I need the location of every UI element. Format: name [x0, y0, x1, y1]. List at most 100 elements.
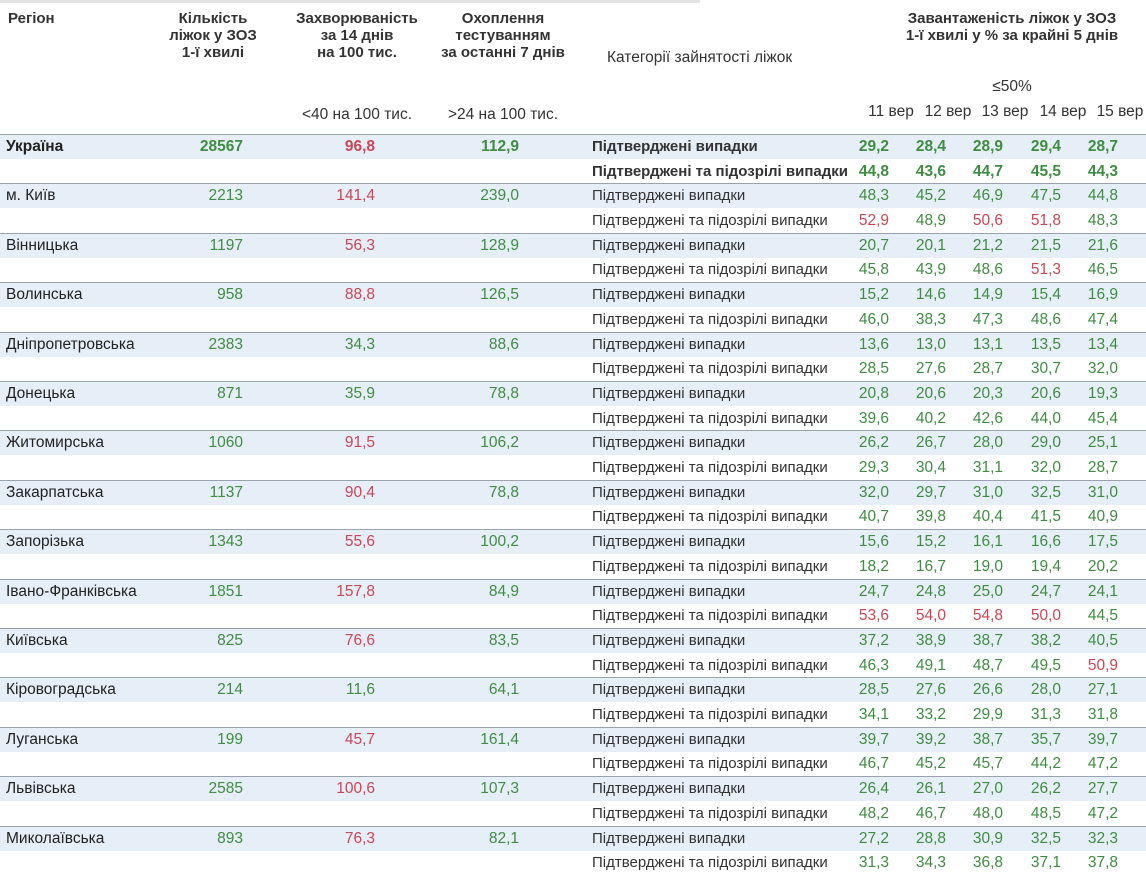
- occupancy-value: 48,3: [1087, 211, 1118, 229]
- incidence-value: 35,9: [344, 385, 375, 402]
- occupancy-value: 36,8: [972, 854, 1003, 872]
- occupancy-value: 33,2: [915, 705, 946, 723]
- row-separator: [0, 183, 1146, 185]
- occupancy-value: 40,2: [915, 409, 946, 427]
- beds-value: 2383: [208, 335, 243, 353]
- category-label: Підтверджені та підозрілі випадки: [592, 310, 828, 328]
- occupancy-value: 26,2: [858, 434, 889, 452]
- region-name: Донецька: [6, 385, 76, 402]
- row-separator: [0, 578, 1146, 580]
- category-label: Підтверджені та підозрілі випадки: [592, 607, 828, 625]
- occupancy-value: 31,1: [972, 458, 1003, 476]
- beds-value: 871: [217, 385, 243, 402]
- testing-value: 112,9: [481, 138, 519, 155]
- occupancy-value: 21,2: [972, 236, 1003, 254]
- occupancy-value: 47,5: [1030, 187, 1061, 205]
- occupancy-value: 38,2: [1030, 632, 1061, 649]
- occupancy-value: 25,0: [972, 582, 1003, 600]
- occupancy-value: 28,5: [858, 360, 889, 378]
- occupancy-value: 14,6: [915, 286, 946, 304]
- category-label: Підтверджені випадки: [592, 681, 746, 699]
- occupancy-value: 26,7: [915, 434, 946, 452]
- occupancy-value: 48,0: [972, 804, 1003, 822]
- header-testing: Охоплення: [461, 10, 545, 27]
- occupancy-value: 46,7: [915, 804, 946, 822]
- occupancy-value: 20,7: [858, 236, 889, 254]
- occupancy-value: 34,3: [915, 854, 946, 872]
- incidence-value: 88,8: [344, 286, 375, 304]
- top-rule: [0, 0, 700, 3]
- incidence-value: 34,3: [344, 335, 375, 353]
- day-label: 13 вер: [981, 103, 1029, 120]
- region-name: Волинська: [6, 286, 83, 304]
- occupancy-value: 31,3: [858, 854, 889, 872]
- category-label: Підтверджені випадки: [592, 187, 746, 205]
- occupancy-value: 47,4: [1087, 310, 1118, 328]
- occupancy-value: 44,2: [1030, 755, 1061, 773]
- occupancy-value: 30,7: [1030, 360, 1061, 378]
- row-separator: [0, 282, 1146, 284]
- testing-value: 128,9: [480, 236, 519, 254]
- testing-value: 88,6: [488, 335, 519, 353]
- occupancy-value: 28,7: [1087, 458, 1118, 476]
- occupancy-value: 15,4: [1030, 286, 1061, 304]
- category-label: Підтверджені випадки: [592, 385, 746, 402]
- region-name: Івано-Франківська: [6, 582, 137, 600]
- occupancy-value: 26,6: [972, 681, 1003, 699]
- occupancy-value: 40,7: [858, 508, 889, 526]
- occupancy-value: 39,6: [858, 409, 889, 427]
- testing-value: 83,5: [488, 632, 519, 649]
- occupancy-value: 32,5: [1030, 483, 1061, 501]
- occupancy-value: 20,8: [858, 385, 889, 402]
- category-label: Підтверджені випадки: [592, 829, 746, 847]
- category-label: Підтверджені випадки: [592, 582, 746, 600]
- occupancy-value: 13,0: [915, 335, 946, 353]
- occupancy-value: 48,7: [972, 656, 1003, 674]
- testing-threshold: >24 на 100 тис.: [447, 106, 559, 123]
- testing-value: 239,0: [480, 187, 519, 205]
- header-incidence: за 14 днів: [320, 27, 394, 44]
- occupancy-value: 31,8: [1087, 705, 1118, 723]
- testing-value: 126,5: [480, 286, 519, 304]
- occupancy-value: 27,1: [1087, 681, 1118, 699]
- occupancy-value: 16,6: [1030, 533, 1061, 551]
- occupancy-value: 19,0: [972, 557, 1003, 575]
- occupancy-value: 48,3: [858, 187, 889, 205]
- row-band: [0, 184, 1146, 209]
- occupancy-value: 44,5: [1087, 607, 1118, 625]
- row-separator: [0, 825, 1146, 827]
- occupancy-value: 28,9: [972, 138, 1003, 155]
- occupancy-value: 46,0: [858, 310, 889, 328]
- occupancy-value: 54,8: [972, 607, 1003, 625]
- incidence-value: 55,6: [344, 533, 375, 551]
- occupancy-value: 44,8: [858, 162, 889, 180]
- category-label: Підтверджені випадки: [592, 632, 746, 649]
- row-band: [0, 431, 1146, 456]
- row-separator: [0, 479, 1146, 481]
- category-label: Підтверджені випадки: [592, 533, 746, 551]
- occupancy-value: 28,7: [1087, 138, 1118, 155]
- header-testing: за останні 7 днів: [441, 44, 565, 61]
- region-name: Вінницька: [6, 236, 79, 254]
- occupancy-value: 21,6: [1087, 236, 1118, 254]
- category-label: Підтверджені випадки: [592, 730, 746, 748]
- occupancy-value: 29,4: [1030, 138, 1061, 155]
- occupancy-value: 38,7: [972, 730, 1003, 748]
- header-beds: 1-ї хвилі: [181, 44, 245, 61]
- beds-value: 958: [217, 286, 243, 304]
- testing-value: 64,1: [488, 681, 519, 699]
- row-separator: [0, 776, 1146, 778]
- category-label: Підтверджені випадки: [592, 483, 746, 501]
- occupancy-value: 20,6: [915, 385, 946, 402]
- row-separator: [0, 628, 1146, 629]
- region-name: Закарпатська: [6, 483, 104, 501]
- occupancy-value: 48,9: [915, 211, 946, 229]
- region-name: Житомирська: [6, 434, 105, 452]
- header-incidence: Захворюваність: [296, 10, 418, 27]
- incidence-value: 56,3: [344, 236, 375, 254]
- region-name: Кіровоградська: [6, 681, 116, 699]
- occupancy-value: 28,4: [915, 138, 946, 155]
- category-label: Підтверджені та підозрілі випадки: [592, 162, 848, 180]
- category-label: Підтверджені та підозрілі випадки: [592, 458, 828, 476]
